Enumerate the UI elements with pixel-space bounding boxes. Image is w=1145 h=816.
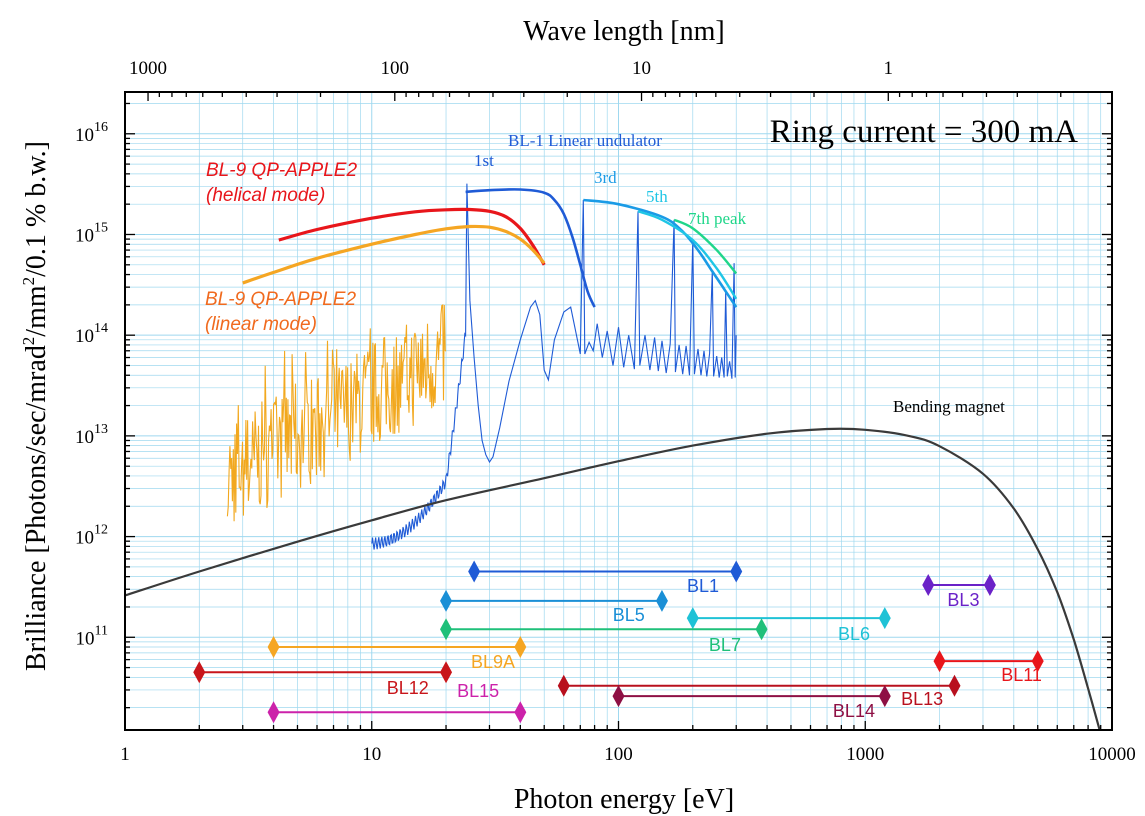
range-label: BL15 (457, 681, 499, 701)
harmonic-5th-label: 5th (646, 187, 668, 206)
y-axis-title: Brilliance [Photons/sec/mrad2/mm2/0.1 % … (19, 141, 52, 671)
range-bl1: BL1 (468, 560, 743, 596)
range-label: BL14 (833, 701, 875, 721)
range-diamond-marker (440, 661, 453, 684)
ring-current-label: Ring current = 300 mA (770, 114, 1078, 150)
series-layer (125, 188, 1101, 730)
x-tick-label: 1000 (846, 744, 884, 765)
range-label: BL3 (947, 590, 979, 610)
series-linear_smooth (242, 224, 546, 285)
bending-magnet-label: Bending magnet (893, 397, 1005, 416)
y-tick-label: 1012 (75, 523, 108, 549)
major-grid (124, 92, 1112, 730)
range-diamond-marker (514, 636, 527, 659)
qp-linear-label-2: (linear mode) (205, 314, 317, 335)
range-bl11: BL11 (933, 650, 1044, 685)
x2-axis-title: Wave length [nm] (523, 16, 724, 47)
range-bl15: BL15 (267, 681, 527, 724)
range-label: BL5 (613, 605, 645, 625)
range-diamond-marker (755, 618, 768, 641)
range-diamond-marker (933, 650, 946, 673)
range-bl6: BL6 (686, 607, 891, 644)
qp-linear-spectrum (226, 303, 447, 522)
series-h7 (673, 218, 738, 275)
qp-linear-label-1: BL-9 QP-APPLE2 (205, 289, 356, 310)
x-tick-label: 10 (362, 744, 381, 765)
y-tick-label: 1011 (76, 623, 108, 649)
bl1-undulator-label: BL-1 Linear undulator (508, 131, 662, 150)
range-diamond-marker (878, 607, 891, 630)
x-axis-title: Photon energy [eV] (514, 784, 734, 815)
range-diamond-marker (686, 607, 699, 630)
y-tick-label: 1013 (75, 422, 108, 448)
range-label: BL11 (1001, 665, 1042, 685)
range-diamond-marker (922, 574, 935, 597)
range-diamond-marker (267, 701, 280, 724)
range-label: BL7 (709, 635, 741, 655)
range-diamond-marker (983, 574, 996, 597)
harmonic-3rd-label: 3rd (594, 168, 617, 187)
range-diamond-marker (730, 560, 743, 583)
range-diamond-marker (267, 636, 280, 659)
series-h3 (583, 198, 738, 308)
x2-tick-label: 1 (884, 58, 894, 79)
range-diamond-marker (612, 685, 625, 708)
range-label: BL13 (901, 689, 943, 709)
range-label: BL9A (471, 652, 515, 672)
range-diamond-marker (468, 560, 481, 583)
x2-tick-label: 10 (632, 58, 651, 79)
range-label: BL6 (838, 624, 870, 644)
y-tick-label: 1015 (75, 220, 108, 246)
range-diamond-marker (193, 661, 206, 684)
y-tick-label: 1014 (75, 321, 108, 347)
bl1-undulator-spectrum (371, 183, 737, 550)
range-label: BL12 (387, 678, 429, 698)
range-diamond-marker (440, 618, 453, 641)
range-diamond-marker (557, 674, 570, 697)
harmonic-1st-label: 1st (474, 151, 494, 170)
x-tick-label: 10000 (1088, 744, 1136, 765)
tick-labels: 1 10 100 1000 10000 1000 100 10 1 1011 1012 1013 101… (75, 58, 1136, 765)
range-bl3: BL3 (922, 574, 996, 610)
qp-helical-label-2: (helical mode) (206, 185, 325, 206)
range-bl14: BL14 (612, 685, 891, 721)
series-h5 (637, 210, 738, 300)
harmonic-7th-label: 7th peak (688, 209, 747, 228)
plot-area (125, 183, 1101, 730)
range-diamond-marker (878, 685, 891, 708)
range-bl13: BL13 (557, 674, 961, 709)
range-bl7: BL7 (440, 618, 768, 655)
x-tick-label: 100 (604, 744, 633, 765)
range-bl12: BL12 (193, 661, 453, 698)
range-diamond-marker (514, 701, 527, 724)
range-bl9a: BL9A (267, 636, 527, 672)
x2-tick-label: 1000 (129, 58, 167, 79)
axis-ticks (124, 92, 1112, 730)
beamline-ranges: BL1 BL5 BL6 BL7 BL3 BL9A BL11 BL12 BL13 BL14 BL15 (193, 560, 1044, 724)
spectrum-layer (226, 183, 737, 550)
qp-helical-label-1: BL-9 QP-APPLE2 (206, 160, 357, 181)
range-label: BL1 (687, 576, 719, 596)
range-diamond-marker (655, 589, 668, 612)
range-bl5: BL5 (440, 589, 668, 625)
range-diamond-marker (440, 589, 453, 612)
x2-tick-label: 100 (381, 58, 410, 79)
y-tick-label: 1016 (75, 120, 108, 146)
range-diamond-marker (1031, 650, 1044, 673)
range-diamond-marker (948, 674, 961, 697)
series-bending (125, 427, 1101, 730)
series-helical (278, 207, 546, 266)
x-tick-label: 1 (120, 744, 130, 765)
series-h1 (465, 188, 596, 308)
